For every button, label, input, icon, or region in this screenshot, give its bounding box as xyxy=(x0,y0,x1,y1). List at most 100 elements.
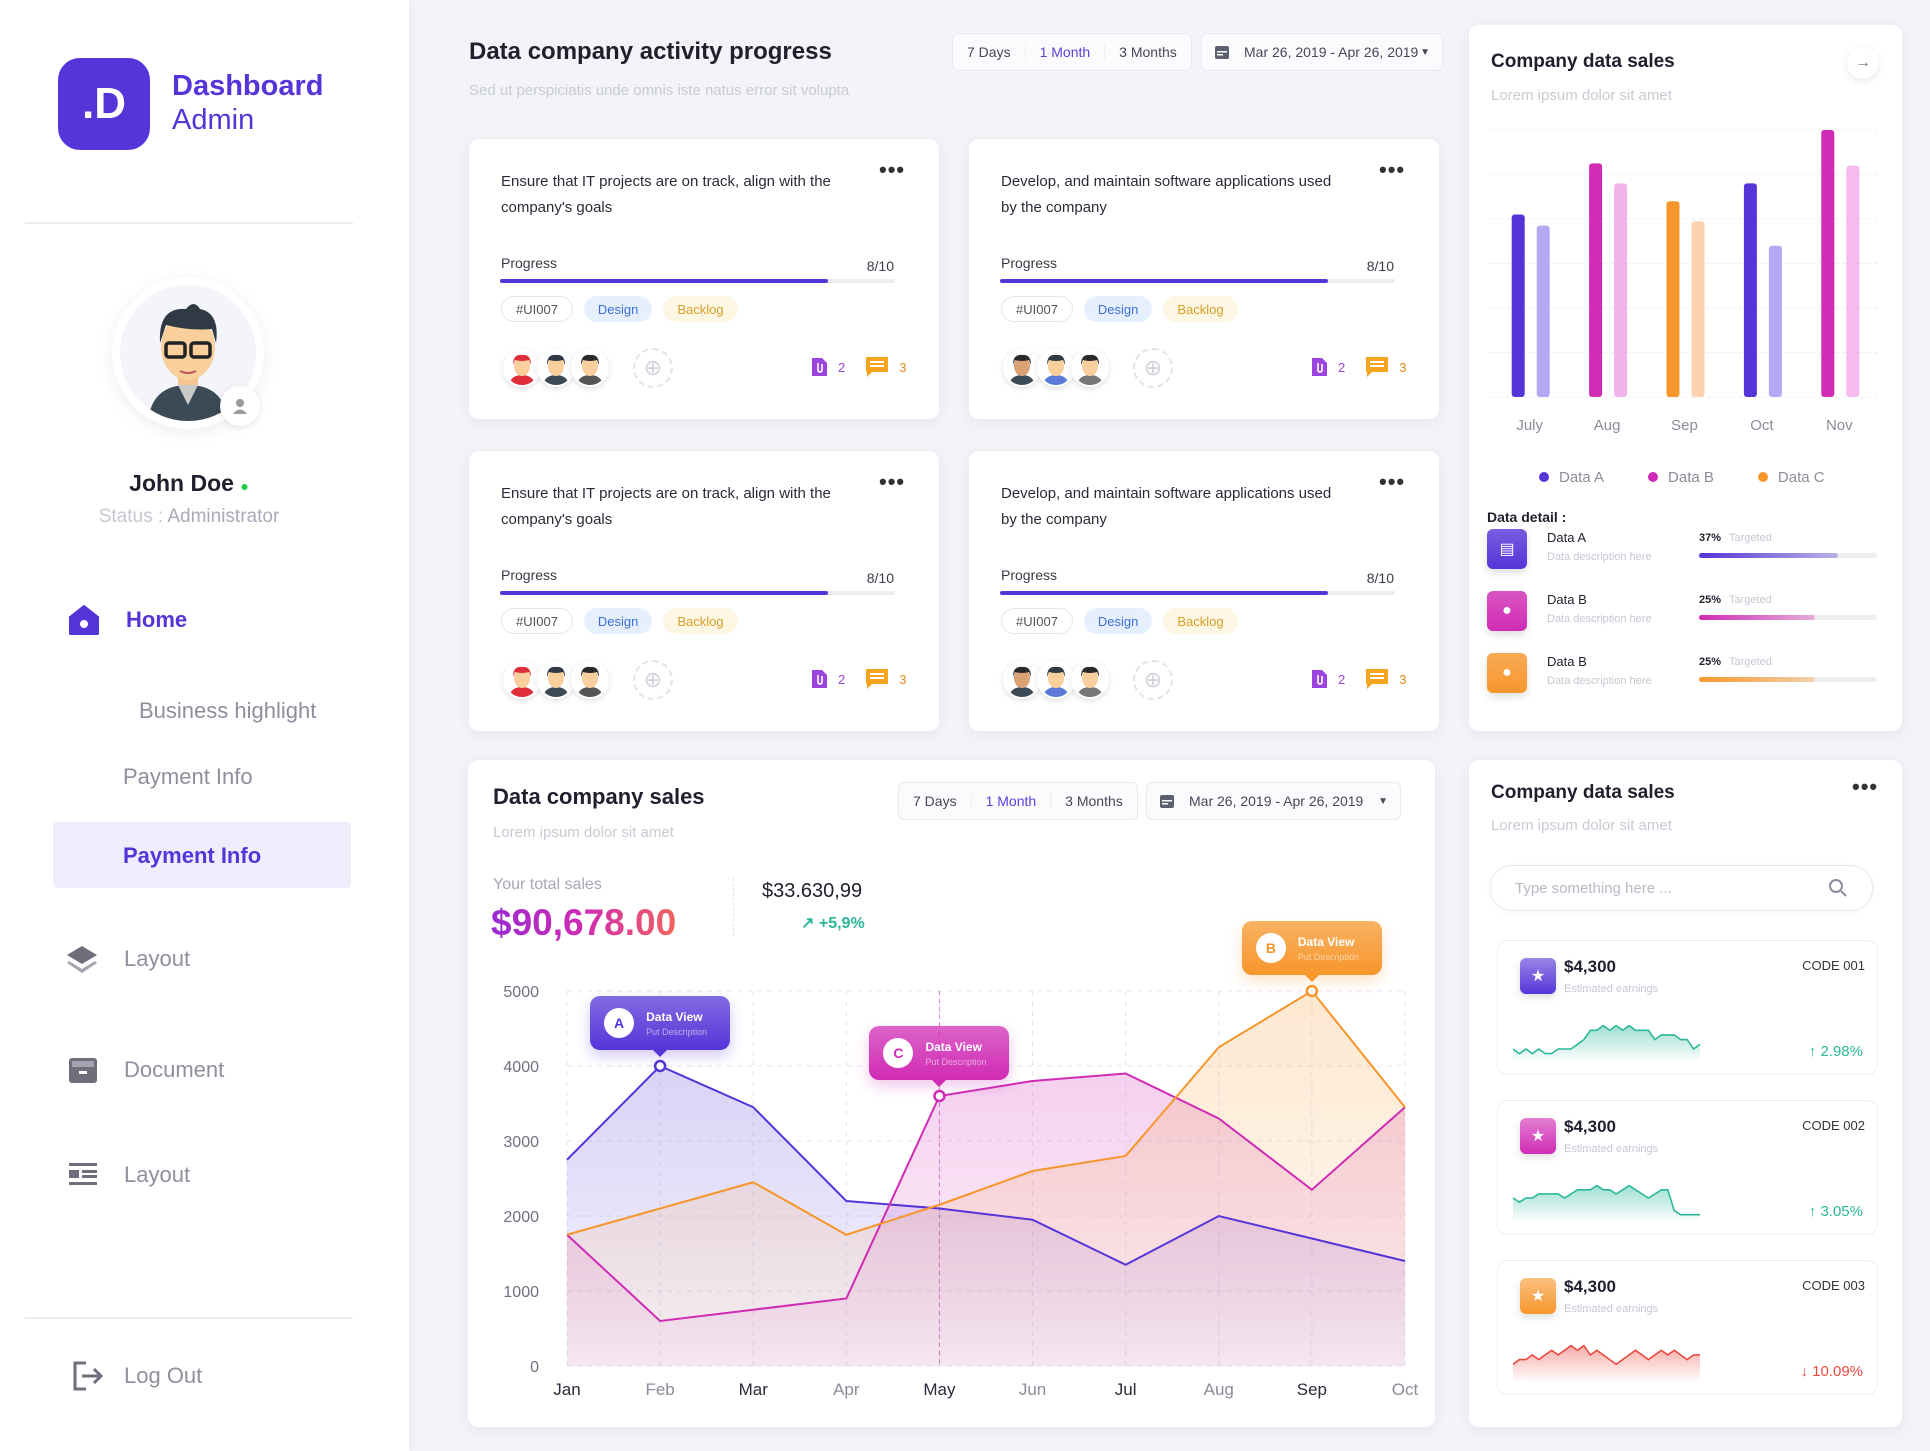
comment-icon[interactable] xyxy=(1365,356,1389,378)
range-7-days[interactable]: 7 Days xyxy=(953,44,1026,60)
member-avatar[interactable] xyxy=(571,661,609,699)
data-point-marker[interactable] xyxy=(653,1059,667,1073)
earning-item[interactable]: ★ $4,300 Estimated earnings CODE 002 ↑ 3… xyxy=(1497,1100,1878,1235)
sales-change: ↗ +5,9% xyxy=(801,915,865,932)
task-card[interactable]: Ensure that IT projects are on track, al… xyxy=(469,139,939,419)
nav-payment-info[interactable]: Payment Info xyxy=(123,764,253,789)
nav-document[interactable]: Document xyxy=(68,1055,224,1085)
online-indicator: ● xyxy=(240,478,249,494)
member-avatar[interactable] xyxy=(503,661,541,699)
brand-title: Dashboard xyxy=(172,70,324,102)
tag-id[interactable]: #UI007 xyxy=(501,296,573,322)
card-title: Company data sales xyxy=(1491,782,1675,803)
tag-id[interactable]: #UI007 xyxy=(1001,608,1073,634)
member-avatar[interactable] xyxy=(1003,661,1041,699)
search-icon[interactable] xyxy=(1828,878,1848,898)
member-avatar[interactable] xyxy=(537,661,575,699)
task-card[interactable]: Develop, and maintain software applicati… xyxy=(969,451,1439,731)
nav-business-highlight[interactable]: Business highlight xyxy=(139,698,317,723)
tag-design[interactable]: Design xyxy=(1083,608,1153,634)
logout-button[interactable]: Log Out xyxy=(72,1360,202,1392)
earning-item[interactable]: ★ $4,300 Estimated earnings CODE 001 ↑ 2… xyxy=(1497,940,1878,1075)
nav-layout-list[interactable]: Layout xyxy=(68,1160,190,1190)
activity-range-selector: 7 Days 1 Month 3 Months xyxy=(952,33,1192,71)
member-avatar[interactable] xyxy=(537,349,575,387)
range-3-months[interactable]: 3 Months xyxy=(1065,793,1123,809)
data-point-marker[interactable] xyxy=(1305,984,1319,998)
tag-id[interactable]: #UI007 xyxy=(1001,296,1073,322)
progress-value: 8/10 xyxy=(866,258,894,274)
legend-data-a: Data A xyxy=(1539,469,1604,486)
activity-date-picker[interactable]: Mar 26, 2019 - Apr 26, 2019 ▼ xyxy=(1201,33,1443,71)
bar xyxy=(1666,201,1680,397)
range-1-month[interactable]: 1 Month xyxy=(1026,44,1106,60)
avatar[interactable] xyxy=(112,277,264,429)
list-icon xyxy=(69,1163,97,1185)
attachment-icon[interactable] xyxy=(1310,668,1328,690)
more-options-icon[interactable]: ••• xyxy=(1852,774,1879,799)
x-tick-label: Sep xyxy=(1671,417,1698,434)
tag-backlog[interactable]: Backlog xyxy=(663,296,738,322)
x-tick-label: Aug xyxy=(1594,417,1621,434)
more-options-icon[interactable]: ••• xyxy=(1379,157,1406,182)
add-member-button[interactable]: ⊕ xyxy=(633,660,673,700)
y-tick-label: 4000 xyxy=(503,1059,539,1076)
member-avatar[interactable] xyxy=(1003,349,1041,387)
more-options-icon[interactable]: ••• xyxy=(1379,469,1406,494)
x-tick-label: Apr xyxy=(833,1380,860,1399)
member-avatar[interactable] xyxy=(571,349,609,387)
nav-payment-info-active[interactable]: Payment Info xyxy=(53,822,351,888)
data-detail-row: ● Data B Data description here 25% Targe… xyxy=(1469,591,1902,646)
add-member-button[interactable]: ⊕ xyxy=(633,348,673,388)
arrow-right-icon[interactable]: → xyxy=(1847,47,1879,79)
range-7-days[interactable]: 7 Days xyxy=(899,793,972,809)
progress-label: Progress xyxy=(501,255,558,271)
trend-up-icon: ↗ xyxy=(801,915,815,932)
earnings-card: Company data sales ••• Lorem ipsum dolor… xyxy=(1469,760,1902,1427)
range-3-months[interactable]: 3 Months xyxy=(1119,44,1177,60)
member-avatar[interactable] xyxy=(1071,349,1109,387)
sales-date-picker[interactable]: Mar 26, 2019 - Apr 26, 2019 ▼ xyxy=(1146,782,1401,820)
tag-backlog[interactable]: Backlog xyxy=(1163,608,1238,634)
x-tick-label: Aug xyxy=(1204,1380,1234,1399)
progress-label: Progress xyxy=(1001,255,1058,271)
range-1-month[interactable]: 1 Month xyxy=(972,793,1052,809)
y-tick-label: 2000 xyxy=(503,1209,539,1226)
comment-icon[interactable] xyxy=(1365,668,1389,690)
attachment-icon[interactable] xyxy=(810,668,828,690)
x-tick-label: Oct xyxy=(1392,1380,1419,1399)
tag-design[interactable]: Design xyxy=(1083,296,1153,322)
member-avatar[interactable] xyxy=(1037,349,1075,387)
bar xyxy=(1511,214,1525,397)
more-options-icon[interactable]: ••• xyxy=(879,157,906,182)
search-input[interactable]: Type something here ... xyxy=(1490,865,1873,911)
member-avatar[interactable] xyxy=(1071,661,1109,699)
attachment-icon[interactable] xyxy=(810,356,828,378)
bar xyxy=(1768,245,1782,397)
comment-icon[interactable] xyxy=(865,668,889,690)
add-member-button[interactable]: ⊕ xyxy=(1133,660,1173,700)
legend-data-c: Data C xyxy=(1757,469,1825,486)
comment-icon[interactable] xyxy=(865,356,889,378)
member-avatar[interactable] xyxy=(1037,661,1075,699)
tag-design[interactable]: Design xyxy=(583,608,653,634)
more-options-icon[interactable]: ••• xyxy=(879,469,906,494)
earning-item[interactable]: ★ $4,300 Estimated earnings CODE 003 ↓ 1… xyxy=(1497,1260,1878,1395)
data-point-marker[interactable] xyxy=(933,1089,946,1103)
attachment-icon[interactable] xyxy=(1310,356,1328,378)
sidebar: .D Dashboard Admin John Doe ● Status : A… xyxy=(0,0,409,1451)
sales-subtitle: Lorem ipsum dolor sit amet xyxy=(493,824,674,841)
nav-layout[interactable]: Layout xyxy=(66,943,190,975)
tag-backlog[interactable]: Backlog xyxy=(663,608,738,634)
data-icon: ▤ xyxy=(1487,529,1527,569)
tag-id[interactable]: #UI007 xyxy=(501,608,573,634)
task-card[interactable]: Ensure that IT projects are on track, al… xyxy=(469,451,939,731)
profile-badge[interactable] xyxy=(220,386,260,426)
tag-design[interactable]: Design xyxy=(583,296,653,322)
progress-fill xyxy=(500,279,828,283)
task-card[interactable]: Develop, and maintain software applicati… xyxy=(969,139,1439,419)
add-member-button[interactable]: ⊕ xyxy=(1133,348,1173,388)
member-avatar[interactable] xyxy=(503,349,541,387)
nav-home[interactable]: Home xyxy=(68,604,187,636)
tag-backlog[interactable]: Backlog xyxy=(1163,296,1238,322)
